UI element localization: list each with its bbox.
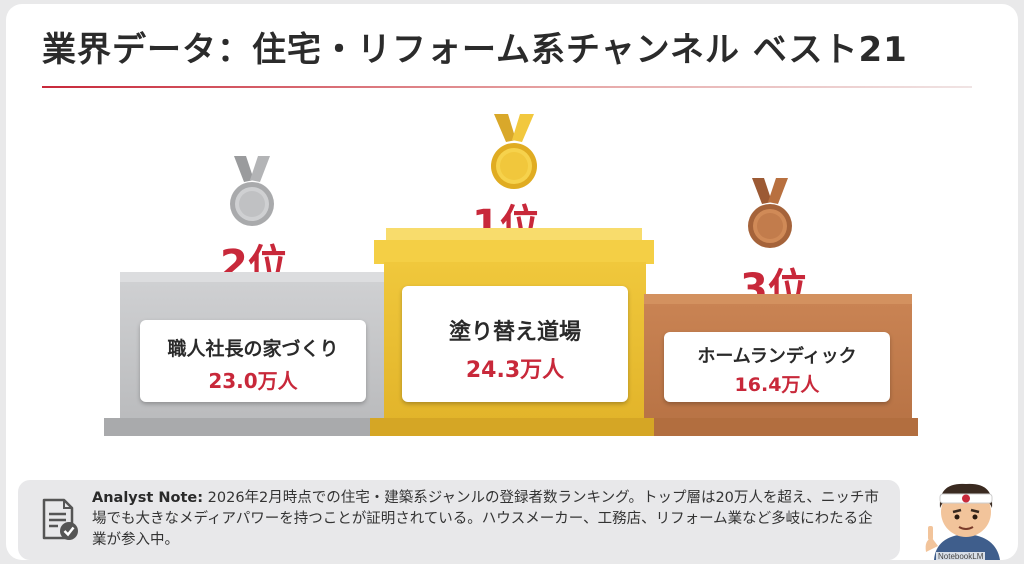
podium-base-gold: [370, 418, 654, 436]
rank-1-card: 塗り替え道場 24.3万人: [402, 286, 628, 402]
document-check-icon: [40, 498, 80, 546]
rank-1-subscribers: 24.3万人: [465, 358, 565, 383]
rank-2-card: 職人社長の家づくり 23.0万人: [140, 320, 366, 402]
rank-1-channel-name: 塗り替え道場: [448, 320, 581, 345]
rank-2-subscribers: 23.0万人: [208, 369, 298, 393]
rank-3-card: ホームランディック 16.4万人: [664, 332, 890, 402]
analyst-note: Analyst Note: 2026年2月時点での住宅・建築系ジャンルの登録者数…: [18, 480, 900, 560]
bronze-medal-icon: [742, 178, 798, 254]
podium-base: [104, 418, 918, 436]
analyst-note-text: Analyst Note: 2026年2月時点での住宅・建築系ジャンルの登録者数…: [92, 488, 882, 551]
notebooklm-watermark: NotebookLM: [936, 552, 986, 560]
podium-1-top: [374, 240, 654, 264]
analyst-note-label: Analyst Note:: [92, 490, 204, 506]
slide: 業界データ：住宅・リフォーム系チャンネル ベスト21 2位 1位: [6, 4, 1018, 560]
title-divider: [42, 86, 972, 88]
analyst-note-body: 2026年2月時点での住宅・建築系ジャンルの登録者数ランキング。トップ層は20万…: [92, 490, 879, 548]
rank-2-channel-name: 職人社長の家づくり: [167, 338, 339, 360]
podium-base-bronze: [654, 418, 918, 436]
gold-medal-icon: [484, 114, 544, 194]
podium-base-silver: [104, 418, 370, 436]
rank-3-channel-name: ホームランディック: [697, 346, 857, 367]
rank-3-subscribers: 16.4万人: [734, 374, 820, 396]
page-title: 業界データ：住宅・リフォーム系チャンネル ベスト21: [42, 30, 908, 70]
silver-medal-icon: [224, 156, 280, 232]
mascot-illustration: [916, 472, 1016, 560]
